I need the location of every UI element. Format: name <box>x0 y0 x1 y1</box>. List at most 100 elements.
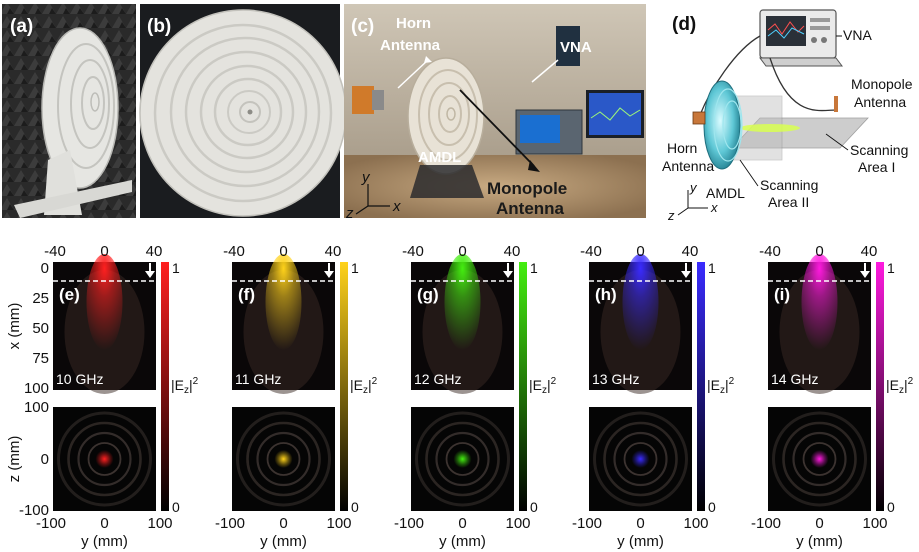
horn-antenna-drawing <box>692 111 706 125</box>
colorbar-min: 0 <box>172 499 180 515</box>
y-tick: 100 <box>862 515 887 532</box>
callout-d-vna: VNA <box>843 27 872 43</box>
focal-beam <box>801 254 838 350</box>
focal-spot <box>453 450 472 468</box>
panel-b-lens <box>139 9 347 217</box>
top-x-tick: 40 <box>504 243 521 260</box>
callout-d-scanning-1: Scanning <box>850 142 908 158</box>
frequency-label: 14 GHz <box>771 371 818 387</box>
panel-b-label: (b) <box>147 16 171 37</box>
y-tick: 0 <box>815 515 823 532</box>
panel-d-label: (d) <box>672 14 696 35</box>
z-axis-label: z (mm) <box>6 436 23 483</box>
colorbar-min: 0 <box>351 499 359 515</box>
colorbar-max: 1 <box>351 260 359 276</box>
top-x-tick: -40 <box>759 243 781 260</box>
y-tick: 0 <box>458 515 466 532</box>
x-tick: 25 <box>32 290 49 307</box>
colorbar <box>161 262 169 511</box>
down-arrow-icon <box>145 271 155 278</box>
vna-drawing <box>759 9 843 67</box>
panel-d-axes: y z x <box>667 180 718 223</box>
top-x-tick: 0 <box>100 243 108 260</box>
callout-d-monopole-antenna: Antenna <box>854 94 906 110</box>
field-panel-label: (h) <box>595 285 617 304</box>
z-tick: 0 <box>41 451 49 468</box>
colorbar-max: 1 <box>172 260 180 276</box>
top-x-tick: 40 <box>682 243 699 260</box>
y-tick: 100 <box>326 515 351 532</box>
panel-a-label: (a) <box>10 16 33 37</box>
frequency-label: 13 GHz <box>592 371 639 387</box>
y-axis-label: y (mm) <box>796 533 843 550</box>
y-tick: 0 <box>100 515 108 532</box>
callout-d-horn-antenna: Antenna <box>662 158 714 174</box>
field-panel-label: (i) <box>774 285 790 304</box>
y-tick: 0 <box>279 515 287 532</box>
colorbar-label: |Ez|2 <box>171 376 199 396</box>
colorbar-label: |Ez|2 <box>886 376 914 396</box>
colorbar-min: 0 <box>887 499 895 515</box>
axis-z-label: z <box>345 205 354 222</box>
callout-d-area-2: Area II <box>768 194 809 210</box>
callout-d-amdl: AMDL <box>706 185 745 201</box>
panel-b: (b) <box>139 4 347 218</box>
callout-monopole: Monopole <box>487 179 567 198</box>
x-axis-label: x (mm) <box>6 303 23 350</box>
y-tick: -100 <box>215 515 245 532</box>
monopole-antenna-drawing <box>834 96 838 112</box>
callout-amdl: AMDL <box>418 149 461 166</box>
vna-wall-poster <box>556 26 580 66</box>
callout-vna: VNA <box>560 39 592 56</box>
top-x-tick: 40 <box>861 243 878 260</box>
y-axis-label: y (mm) <box>439 533 486 550</box>
z-tick: -100 <box>19 502 49 519</box>
y-tick: 0 <box>636 515 644 532</box>
focal-beam <box>265 254 302 350</box>
callout-d-scanning-2: Scanning <box>760 177 818 193</box>
y-tick: -100 <box>751 515 781 532</box>
top-x-tick: 0 <box>636 243 644 260</box>
colorbar <box>340 262 348 511</box>
axis-y-label: y <box>361 169 371 186</box>
z-tick: 100 <box>24 399 49 416</box>
x-tick: 0 <box>41 260 49 277</box>
colorbar <box>519 262 527 511</box>
panel-c-axes: y z x <box>345 169 401 222</box>
top-x-tick: -40 <box>580 243 602 260</box>
down-arrow-icon <box>503 271 513 278</box>
colorbar <box>697 262 705 511</box>
x-tick: 75 <box>32 350 49 367</box>
colorbar-min: 0 <box>530 499 538 515</box>
axis-x-label: x <box>392 198 401 215</box>
panel-c-lens <box>407 57 485 198</box>
y-tick: 100 <box>683 515 708 532</box>
vna-instrument <box>515 109 583 155</box>
focal-spot <box>95 450 114 468</box>
focal-beam <box>444 254 481 350</box>
callout-d-area-1: Area I <box>858 159 895 175</box>
colorbar-label: |Ez|2 <box>707 376 735 396</box>
y-tick: 100 <box>147 515 172 532</box>
x-tick: 100 <box>24 380 49 397</box>
colorbar-label: |Ez|2 <box>529 376 557 396</box>
top-x-tick: 40 <box>146 243 163 260</box>
callout-monopole-antenna: Antenna <box>496 199 565 218</box>
top-x-tick: 40 <box>325 243 342 260</box>
top-x-tick: 0 <box>458 243 466 260</box>
colorbar-min: 0 <box>708 499 716 515</box>
callout-d-horn: Horn <box>667 140 697 156</box>
focal-spot <box>274 450 293 468</box>
colorbar <box>876 262 884 511</box>
panel-a: (a) <box>2 4 136 218</box>
panel-a-lens <box>14 27 132 218</box>
y-axis-label: y (mm) <box>617 533 664 550</box>
callout-d-monopole: Monopole <box>851 76 913 92</box>
frequency-label: 12 GHz <box>414 371 461 387</box>
panel-c: Horn Antenna VNA AMDL Monopole Antenna y… <box>344 4 646 222</box>
